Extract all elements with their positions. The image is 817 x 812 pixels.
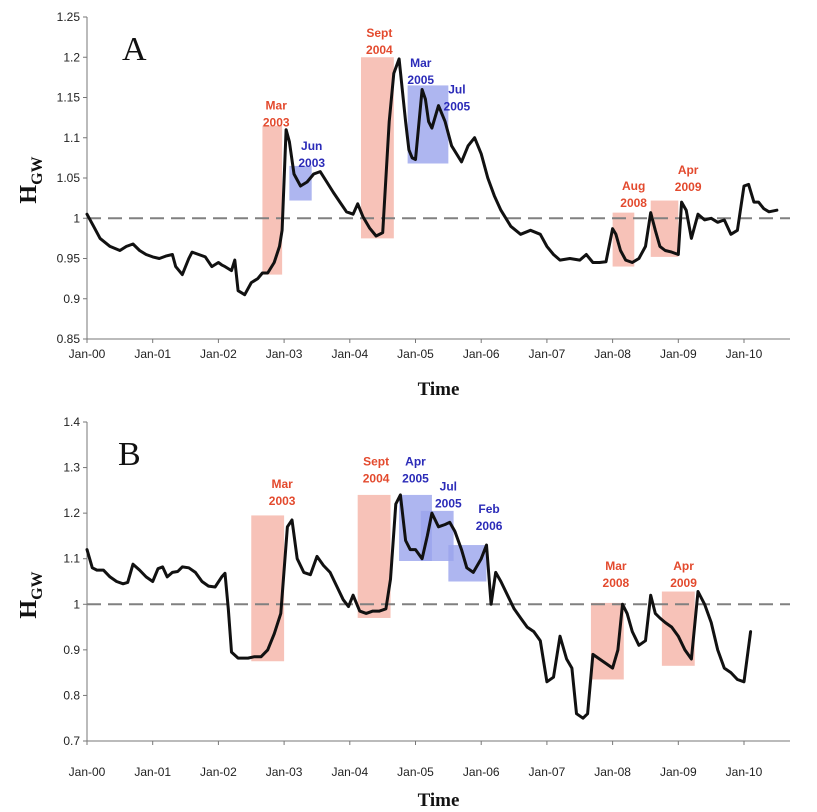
x-tick-label: Jan-05 <box>397 765 434 779</box>
panel-letter: A <box>122 31 147 68</box>
annotation-label: 2006 <box>476 519 503 533</box>
y-tick-label: 1.25 <box>57 10 81 24</box>
annotation-label: Mar <box>271 477 293 491</box>
annotation-label: 2008 <box>620 196 647 210</box>
y-tick-label: 1.2 <box>63 50 80 64</box>
y-tick-label: 0.8 <box>63 688 80 702</box>
annotation-label: 2005 <box>435 496 462 510</box>
x-tick-label: Jan-03 <box>266 765 303 779</box>
chart-panel-b: 0.7 0.8 0.9 1 1.1 1.2 1.3 1.4 Jan-00 Jan-01 Jan-02… <box>16 415 790 811</box>
x-tick-label: Jan-05 <box>397 347 434 361</box>
highlight-box <box>262 125 283 275</box>
x-axis-title: Time <box>418 379 460 400</box>
highlight-box <box>448 545 487 582</box>
annotation-label: Jul <box>448 82 465 96</box>
annotation-label: 2005 <box>402 471 429 485</box>
x-tick-label: Jan-08 <box>594 347 631 361</box>
y-axis-title-subscript: GW <box>29 156 46 184</box>
x-tick-label: Jan-06 <box>463 347 500 361</box>
annotation-label: 2009 <box>675 180 702 194</box>
y-axis-title-subscript: GW <box>29 571 46 599</box>
x-tick-label: Jan-08 <box>594 765 631 779</box>
y-tick-label: 0.85 <box>57 332 81 346</box>
x-tick-label: Jan-01 <box>134 765 171 779</box>
annotation-label: 2004 <box>366 43 393 57</box>
annotation-label: 2005 <box>407 73 434 87</box>
y-axis-title-main: H <box>16 600 42 619</box>
y-tick-label: 1.1 <box>63 552 80 566</box>
x-tick-label: Jan-09 <box>660 765 697 779</box>
y-axis-title-main: H <box>16 185 42 204</box>
annotation-label: 2003 <box>263 116 290 130</box>
y-axis-title: HGW <box>16 571 46 618</box>
annotation-label: 2009 <box>670 576 697 590</box>
panel-letter: B <box>118 436 141 473</box>
annotation-label: Apr <box>405 454 426 468</box>
annotation-label: Aug <box>622 179 645 193</box>
annotation-label: Mar <box>605 559 627 573</box>
x-tick-label: Jan-04 <box>331 765 368 779</box>
series-line <box>85 57 779 297</box>
annotation-label: Mar <box>266 99 288 113</box>
highlight-box <box>251 515 285 662</box>
y-tick-label: 1 <box>73 597 80 611</box>
annotation-label: Apr <box>678 163 699 177</box>
x-tick-label: Jan-02 <box>200 765 237 779</box>
annotation-label: 2003 <box>269 494 296 508</box>
x-tick-label: Jan-07 <box>529 765 566 779</box>
annotation-label: Apr <box>673 559 694 573</box>
highlight-box <box>357 494 391 618</box>
annotation-label: Feb <box>478 502 499 516</box>
x-tick-label: Jan-10 <box>726 347 763 361</box>
x-tick-label: Jan-01 <box>134 347 171 361</box>
annotation-label: Jun <box>301 139 322 153</box>
chart-panel-a: 0.85 0.9 0.95 1 1.05 1.1 1.15 1.2 1.25 Jan-00 Jan-… <box>16 10 790 400</box>
x-tick-label: Jan-09 <box>660 347 697 361</box>
annotation-label: 2008 <box>603 576 630 590</box>
x-tick-label: Jan-04 <box>331 347 368 361</box>
x-tick-label: Jan-07 <box>529 347 566 361</box>
x-tick-label: Jan-00 <box>69 765 106 779</box>
x-axis-title: Time <box>418 790 460 811</box>
x-tick-label: Jan-06 <box>463 765 500 779</box>
x-tick-label: Jan-02 <box>200 347 237 361</box>
annotation-label: Jul <box>440 479 457 493</box>
annotation-label: 2005 <box>444 99 471 113</box>
y-tick-label: 1.05 <box>57 171 81 185</box>
x-tick-label: Jan-10 <box>726 765 763 779</box>
x-tick-label: Jan-03 <box>266 347 303 361</box>
y-axis-title: HGW <box>16 156 46 203</box>
highlight-box <box>407 85 449 164</box>
y-tick-label: 0.95 <box>57 252 81 266</box>
annotation-label: 2004 <box>363 471 390 485</box>
y-tick-label: 1.4 <box>63 415 80 429</box>
annotation-label: Mar <box>410 56 432 70</box>
highlight-box <box>612 212 635 267</box>
y-tick-label: 1.1 <box>63 131 80 145</box>
x-tick-label: Jan-00 <box>69 347 106 361</box>
y-tick-label: 0.7 <box>63 734 80 748</box>
y-tick-label: 1 <box>73 211 80 225</box>
annotation-label: 2003 <box>298 156 325 170</box>
annotation-label: Sept <box>366 26 392 40</box>
annotation-label: Sept <box>363 454 389 468</box>
series-line <box>85 493 753 720</box>
y-tick-label: 1.2 <box>63 506 80 520</box>
y-tick-label: 1.3 <box>63 461 80 475</box>
y-tick-label: 0.9 <box>63 292 80 306</box>
y-tick-label: 1.15 <box>57 91 81 105</box>
y-tick-label: 0.9 <box>63 643 80 657</box>
